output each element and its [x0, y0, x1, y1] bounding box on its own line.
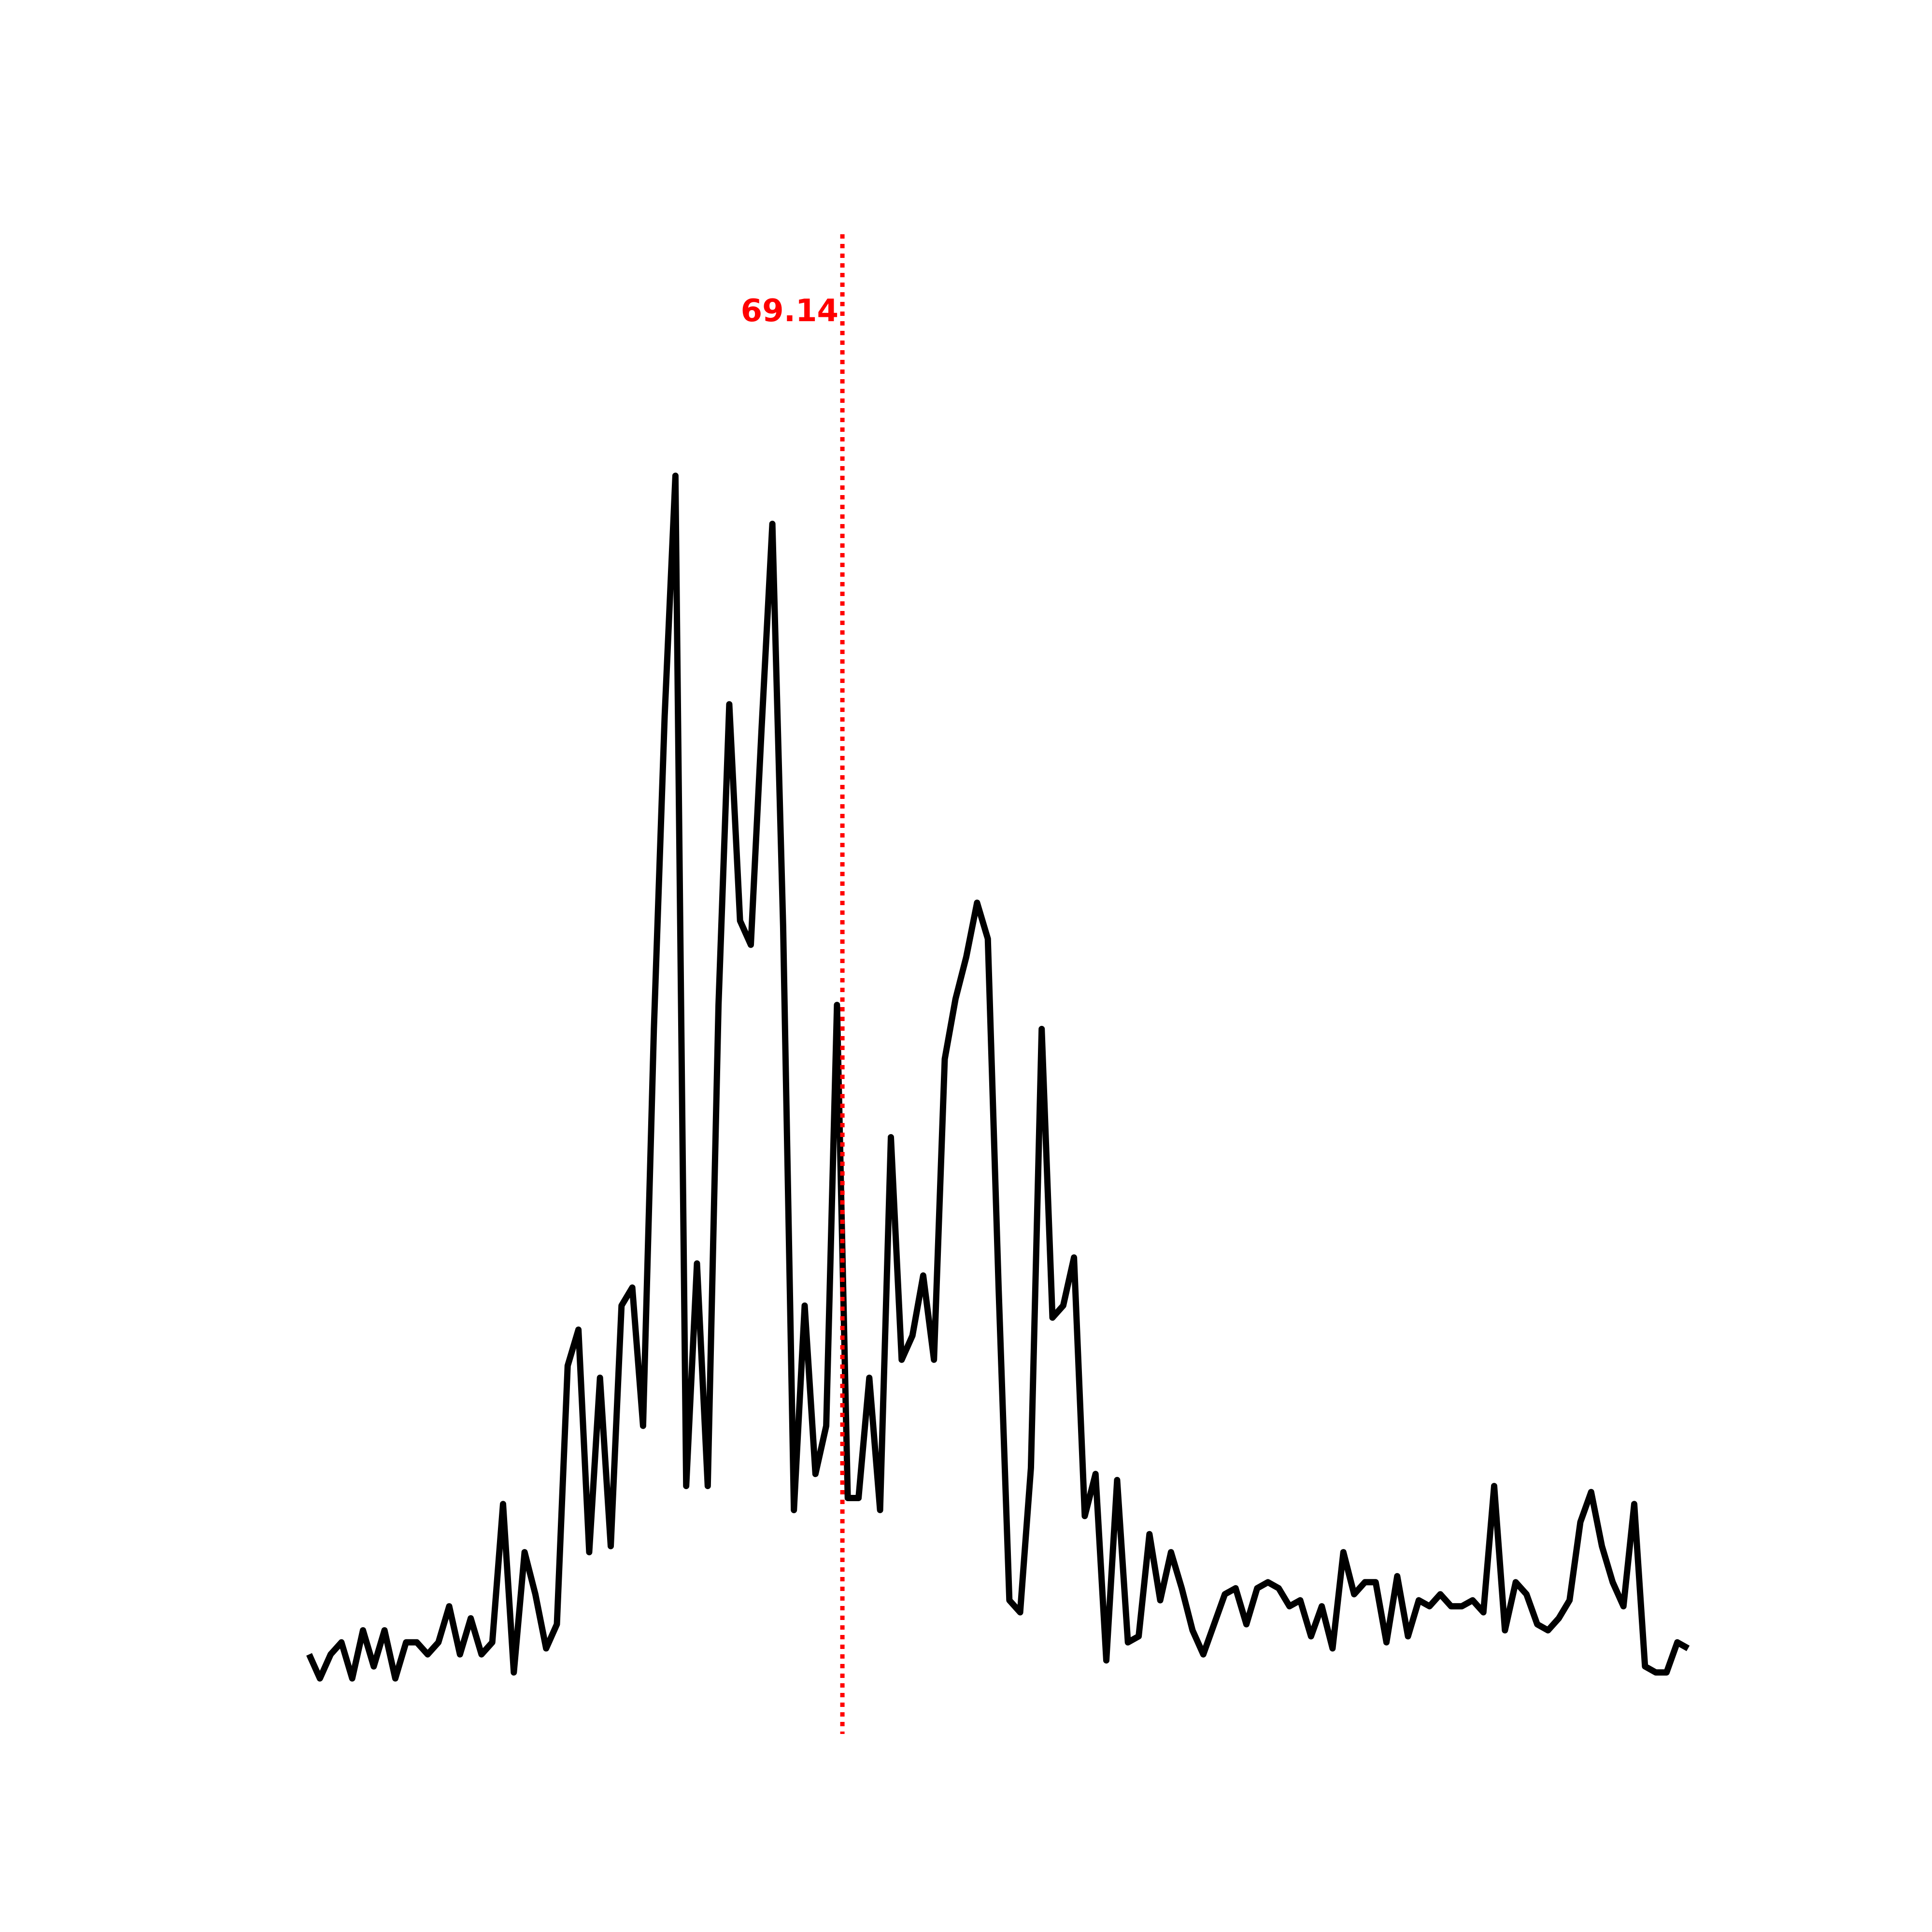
series-line-0	[306, 472, 1690, 1682]
marker-value-label: 69.14	[741, 293, 838, 329]
marker-layer: 69.14	[741, 234, 845, 1734]
series-layer	[306, 472, 1690, 1682]
